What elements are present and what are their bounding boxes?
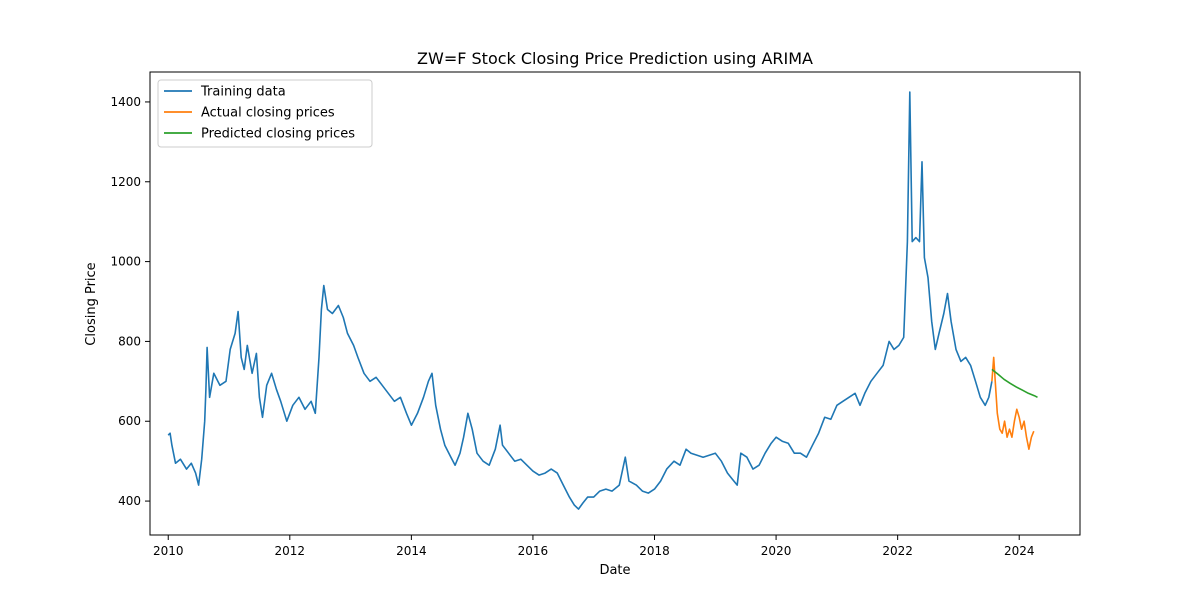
x-tick-label: 2014 [396,544,427,558]
plot-frame [149,71,1081,536]
x-tick-label: 2010 [153,544,184,558]
x-tick-label: 2012 [275,544,306,558]
plot-area: 2010 2012 2014 2016 2018 2020 2022 2024 400 600 80… [110,71,1081,558]
legend-label: Training data [200,85,286,100]
series-line-2 [991,368,1038,399]
y-tick-label: 1000 [110,255,141,269]
y-tick-label: 1200 [110,175,141,189]
y-tick-label: 800 [118,334,141,348]
x-tick-label: 2018 [639,544,670,558]
x-tick-label: 2024 [1004,544,1035,558]
x-axis-label: Date [599,563,630,578]
legend-label: Actual closing prices [201,106,335,121]
y-tick-label: 400 [118,494,141,508]
x-tick-label: 2022 [882,544,913,558]
series-line-1 [991,356,1035,450]
legend-box [157,79,373,148]
y-axis-label: Closing Price [84,262,99,345]
legend-label: Predicted closing prices [201,127,355,142]
series-line-0 [167,91,993,510]
x-tick-label: 2016 [518,544,549,558]
chart-title: ZW=F Stock Closing Price Prediction usin… [417,49,813,68]
y-tick-label: 1400 [110,95,141,109]
x-tick-label: 2020 [761,544,792,558]
y-tick-label: 600 [118,414,141,428]
